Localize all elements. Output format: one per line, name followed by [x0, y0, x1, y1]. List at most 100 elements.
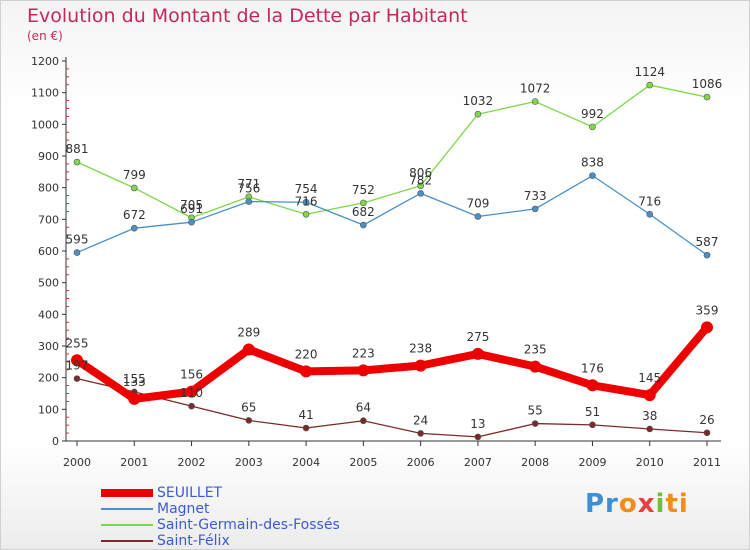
data-label: 709	[466, 196, 489, 210]
x-tick-label: 2009	[578, 456, 606, 469]
line-chart: 0 100 200 300 400 500 600 700 800 900 1000 1100 1200…	[31, 55, 723, 469]
y-tick-label: 200	[38, 372, 59, 385]
data-label: 55	[528, 404, 543, 418]
series-line-0	[74, 324, 711, 403]
data-point	[643, 389, 656, 402]
data-label: 838	[581, 156, 604, 170]
data-point	[185, 385, 198, 398]
data-point	[531, 205, 539, 213]
data-label: 1072	[520, 82, 551, 96]
data-label: 275	[466, 330, 489, 344]
x-tick-label: 2010	[636, 456, 664, 469]
data-point	[360, 417, 367, 425]
y-tick-label: 800	[38, 182, 59, 195]
data-point	[71, 354, 83, 367]
data-point	[302, 424, 310, 432]
legend-label: Magnet	[157, 501, 210, 517]
data-point	[128, 392, 141, 405]
data-point	[646, 425, 654, 433]
data-label: 881	[66, 142, 89, 156]
data-point	[360, 221, 367, 229]
legend-label: SEUILLET	[157, 485, 223, 501]
data-point	[703, 251, 711, 259]
data-label: 38	[642, 409, 657, 423]
series-line-1	[76, 174, 708, 256]
data-point	[360, 199, 367, 207]
data-label: 64	[356, 401, 371, 415]
data-point	[701, 321, 713, 334]
y-tick-label: 900	[38, 150, 59, 163]
x-tick-label: 2006	[407, 456, 435, 469]
data-label: 223	[352, 346, 375, 360]
y-tick-label: 500	[38, 277, 59, 290]
data-label: 1032	[463, 94, 494, 108]
data-label: 145	[638, 371, 661, 385]
data-point	[417, 182, 424, 190]
x-tick-label: 2004	[292, 456, 320, 469]
y-tick-label: 0	[52, 435, 59, 448]
data-point	[300, 365, 313, 378]
data-label: 24	[413, 413, 428, 427]
chart-title: Evolution du Montant de la Dette par Hab…	[27, 5, 468, 27]
series-line-3	[76, 377, 708, 438]
data-point	[531, 420, 539, 427]
data-point	[703, 93, 711, 101]
data-label: 1086	[692, 77, 723, 91]
data-point	[531, 98, 539, 105]
data-point	[646, 210, 654, 218]
y-tick-label: 1000	[31, 118, 59, 131]
x-tick-label: 2000	[63, 456, 91, 469]
data-point	[242, 343, 255, 356]
data-point	[586, 379, 599, 392]
data-point	[414, 359, 427, 372]
data-label: 176	[581, 361, 604, 375]
y-tick-label: 700	[38, 213, 59, 226]
data-label: 705	[180, 198, 203, 212]
data-label: 992	[581, 107, 604, 121]
data-label: 1124	[634, 65, 665, 79]
data-point	[302, 198, 310, 206]
data-label: 13	[470, 417, 485, 431]
data-point	[130, 224, 138, 232]
data-label: 156	[180, 368, 203, 382]
data-point	[417, 430, 424, 437]
data-point	[703, 429, 711, 437]
y-tick-label: 300	[38, 340, 59, 353]
y-tick-label: 1200	[31, 55, 59, 68]
data-point	[245, 417, 253, 424]
data-label: 754	[295, 182, 318, 196]
y-tick-label: 100	[38, 403, 59, 416]
proxiti-logo: Proxiti	[585, 489, 689, 519]
data-label: 155	[123, 372, 146, 386]
data-label: 133	[123, 375, 146, 389]
data-point	[589, 123, 596, 131]
data-point	[529, 360, 542, 373]
data-label: 752	[352, 183, 375, 197]
data-label: 771	[237, 177, 260, 191]
data-label: 691	[180, 202, 203, 216]
data-label: 51	[585, 405, 600, 419]
x-tick-label: 2011	[693, 456, 721, 469]
legend-swatch	[101, 524, 153, 526]
data-label: 255	[66, 336, 89, 350]
data-point	[73, 249, 81, 256]
data-point	[188, 402, 195, 410]
legend-swatch	[101, 540, 153, 542]
data-point	[474, 213, 482, 220]
x-tick-label: 2003	[235, 456, 263, 469]
series-line-2	[76, 84, 708, 219]
data-label: 235	[524, 343, 547, 357]
data-point	[130, 184, 138, 192]
x-tick-label: 2007	[464, 456, 492, 469]
data-point	[589, 421, 596, 429]
data-point	[474, 110, 482, 118]
data-point	[417, 190, 424, 197]
x-tick-label: 2002	[178, 456, 206, 469]
data-label: 41	[298, 408, 313, 422]
x-tick-label: 2008	[521, 456, 549, 469]
data-label: 799	[123, 168, 146, 182]
y-tick-label: 400	[38, 308, 59, 321]
data-label: 65	[241, 400, 256, 414]
data-label: 289	[237, 325, 260, 339]
data-label: 220	[295, 347, 318, 361]
